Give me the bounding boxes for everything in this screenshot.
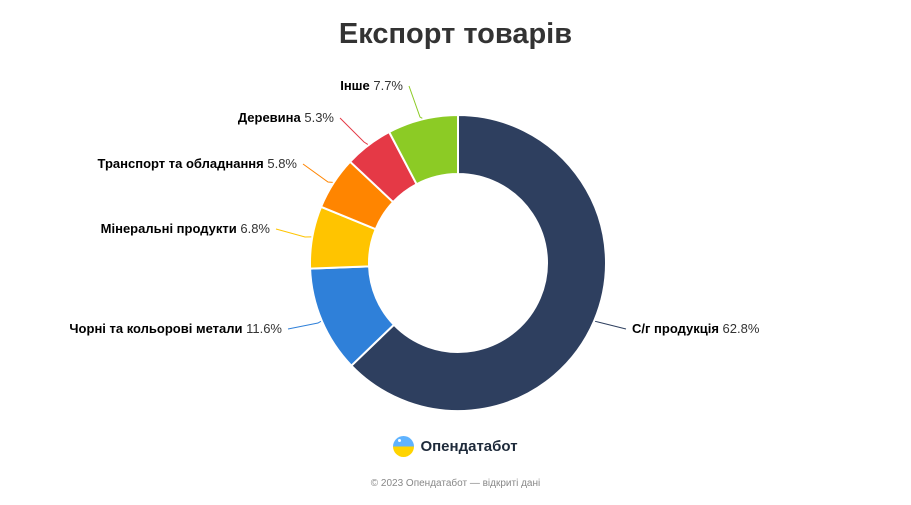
data-label-value-2: 6.8% bbox=[237, 221, 271, 236]
leader-line-5 bbox=[408, 85, 423, 119]
data-label-5: Інше 7.7% bbox=[340, 78, 403, 93]
opendatabot-logo-icon bbox=[393, 436, 415, 457]
data-label-value-3: 5.8% bbox=[264, 156, 298, 171]
data-label-value-0: 62.8% bbox=[719, 321, 760, 336]
data-label-value-1: 11.6% bbox=[242, 321, 282, 336]
leader-line-4 bbox=[339, 117, 369, 145]
brand-name: Опендатабот bbox=[420, 438, 518, 455]
data-label-name-2: Мінеральні продукти bbox=[101, 221, 237, 236]
data-label-3: Транспорт та обладнання 5.8% bbox=[98, 156, 298, 171]
data-label-0: С/г продукція 62.8% bbox=[632, 321, 760, 336]
data-label-name-0: С/г продукція bbox=[632, 321, 719, 336]
data-label-name-4: Деревина bbox=[238, 110, 302, 125]
data-label-4: Деревина 5.3% bbox=[238, 110, 335, 125]
brand: Опендатабот bbox=[0, 436, 911, 457]
data-label-1: Чорні та кольорові метали 11.6% bbox=[69, 321, 282, 336]
leader-line-0 bbox=[594, 320, 627, 330]
data-label-name-3: Транспорт та обладнання bbox=[98, 156, 264, 171]
data-label-2: Мінеральні продукти 6.8% bbox=[101, 221, 271, 236]
leader-line-2 bbox=[275, 228, 312, 238]
slice-5 bbox=[388, 114, 459, 186]
slice-0 bbox=[350, 114, 607, 412]
data-label-name-5: Інше bbox=[340, 78, 370, 93]
chart-title: Експорт товарів bbox=[338, 18, 573, 50]
data-label-value-4: 5.3% bbox=[301, 110, 335, 125]
data-label-value-5: 7.7% bbox=[370, 78, 404, 93]
data-label-name-1: Чорні та кольорові метали bbox=[69, 321, 242, 336]
leader-line-3 bbox=[302, 163, 333, 183]
leader-line-1 bbox=[287, 320, 322, 330]
footer-copyright: © 2023 Опендатабот — відкриті дані bbox=[370, 478, 541, 489]
